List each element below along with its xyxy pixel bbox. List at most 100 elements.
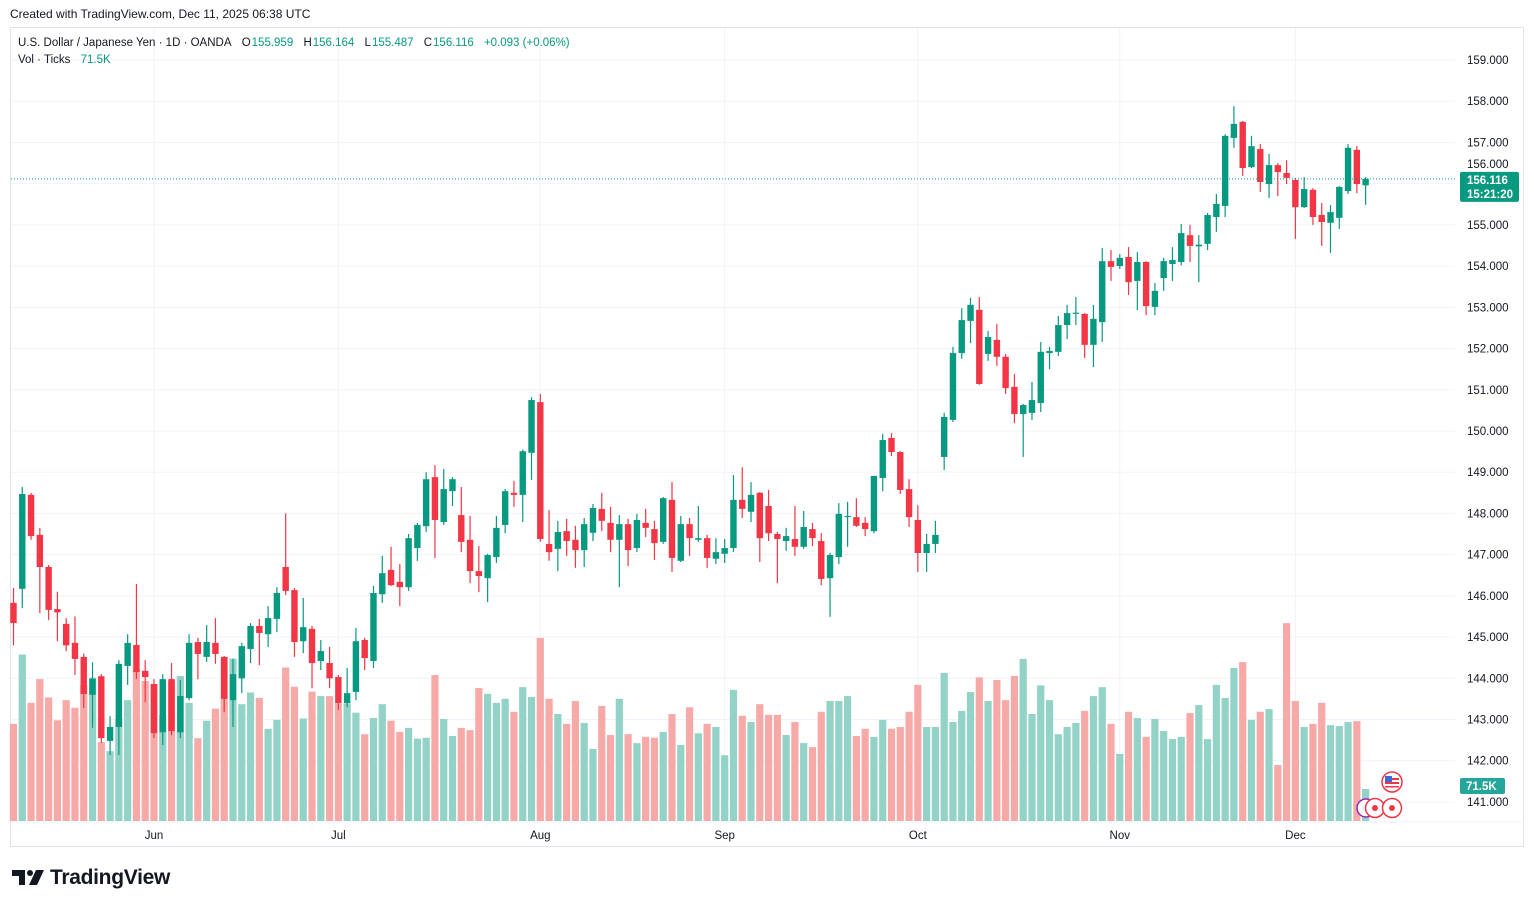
candle[interactable] — [203, 625, 210, 662]
candle[interactable] — [1134, 252, 1141, 311]
candle[interactable] — [589, 503, 597, 542]
candle[interactable] — [932, 520, 939, 553]
candle[interactable] — [598, 492, 605, 532]
candle[interactable] — [545, 510, 553, 561]
candle[interactable] — [1257, 144, 1264, 192]
us-flag-event-icon[interactable] — [1381, 771, 1403, 793]
candle[interactable] — [168, 663, 175, 736]
candle[interactable] — [387, 546, 395, 586]
candle[interactable] — [1142, 261, 1150, 316]
candle[interactable] — [993, 323, 1001, 366]
tradingview-logo[interactable]: TradingView — [12, 866, 170, 890]
candle[interactable] — [870, 475, 878, 534]
time-axis[interactable]: Jun Jul Aug Sep Oct Nov Dec — [145, 830, 1306, 842]
candle[interactable] — [405, 534, 412, 591]
candle[interactable] — [703, 534, 711, 568]
candle[interactable] — [98, 674, 105, 744]
candle[interactable] — [1353, 146, 1361, 194]
candle[interactable] — [712, 538, 720, 565]
candle[interactable] — [976, 297, 983, 385]
candle[interactable] — [1178, 224, 1185, 266]
candle[interactable] — [256, 618, 263, 666]
candle[interactable] — [1283, 160, 1290, 185]
candle[interactable] — [1055, 315, 1062, 356]
candle[interactable] — [1063, 304, 1071, 340]
candle[interactable] — [528, 397, 535, 481]
candle[interactable] — [1090, 304, 1097, 368]
candle[interactable] — [563, 518, 570, 556]
candle[interactable] — [756, 491, 763, 563]
candle[interactable] — [695, 506, 702, 542]
candle[interactable] — [335, 675, 342, 711]
candle[interactable] — [1318, 203, 1325, 246]
candle[interactable] — [440, 468, 447, 525]
candle[interactable] — [730, 475, 737, 553]
candle[interactable] — [835, 503, 843, 565]
candle[interactable] — [247, 623, 254, 664]
candle[interactable] — [1204, 212, 1211, 251]
candle[interactable] — [853, 498, 860, 528]
candle[interactable] — [967, 297, 974, 344]
candle[interactable] — [782, 527, 790, 551]
candle[interactable] — [194, 637, 202, 680]
candle[interactable] — [54, 591, 61, 642]
candle[interactable] — [826, 552, 834, 617]
candle[interactable] — [519, 449, 526, 523]
candle[interactable] — [1248, 135, 1255, 168]
candle[interactable] — [1292, 177, 1299, 239]
candle[interactable] — [651, 520, 658, 560]
candle[interactable] — [861, 517, 869, 537]
candle[interactable] — [273, 587, 281, 633]
candle[interactable] — [19, 487, 26, 609]
candle[interactable] — [352, 628, 360, 701]
candle[interactable] — [414, 522, 421, 561]
candle[interactable] — [739, 467, 746, 518]
candle[interactable] — [115, 660, 123, 755]
candle[interactable] — [150, 679, 158, 739]
candle[interactable] — [36, 527, 44, 614]
candle[interactable] — [940, 412, 948, 471]
candle[interactable] — [229, 658, 237, 727]
candle[interactable] — [624, 518, 632, 567]
candle[interactable] — [396, 564, 404, 607]
candle[interactable] — [1344, 144, 1352, 194]
candle[interactable] — [888, 433, 895, 457]
candle[interactable] — [80, 653, 87, 708]
candle[interactable] — [1265, 153, 1273, 199]
event-marker-icon[interactable] — [1381, 797, 1403, 819]
candle[interactable] — [343, 667, 351, 708]
candle[interactable] — [914, 505, 922, 572]
candle[interactable] — [510, 480, 518, 507]
candle[interactable] — [1151, 283, 1159, 316]
candle[interactable] — [1125, 247, 1132, 295]
candle[interactable] — [958, 308, 965, 359]
candle[interactable] — [765, 489, 772, 542]
candle[interactable] — [106, 716, 114, 755]
candle[interactable] — [71, 616, 79, 676]
candle[interactable] — [177, 679, 184, 739]
candle[interactable] — [422, 472, 430, 532]
event-marker-icon[interactable] — [1364, 797, 1386, 819]
candle[interactable] — [677, 515, 684, 563]
candle[interactable] — [1309, 188, 1317, 225]
candle[interactable] — [1072, 297, 1080, 326]
candle[interactable] — [1300, 177, 1308, 208]
candle[interactable] — [1336, 186, 1343, 230]
candle[interactable] — [291, 588, 298, 657]
candle[interactable] — [633, 513, 641, 553]
candle[interactable] — [1169, 247, 1176, 281]
candle[interactable] — [809, 522, 816, 546]
candle[interactable] — [923, 534, 930, 572]
candle[interactable] — [317, 639, 324, 671]
candle[interactable] — [572, 525, 579, 568]
candle[interactable] — [1274, 163, 1282, 197]
candle[interactable] — [133, 583, 140, 680]
candle[interactable] — [668, 482, 676, 572]
candle[interactable] — [308, 625, 316, 689]
candle[interactable] — [537, 393, 544, 542]
candle[interactable] — [1195, 235, 1202, 283]
candle[interactable] — [1362, 176, 1369, 205]
candle[interactable] — [1221, 134, 1229, 218]
candle[interactable] — [774, 531, 781, 584]
candle[interactable] — [818, 533, 825, 586]
